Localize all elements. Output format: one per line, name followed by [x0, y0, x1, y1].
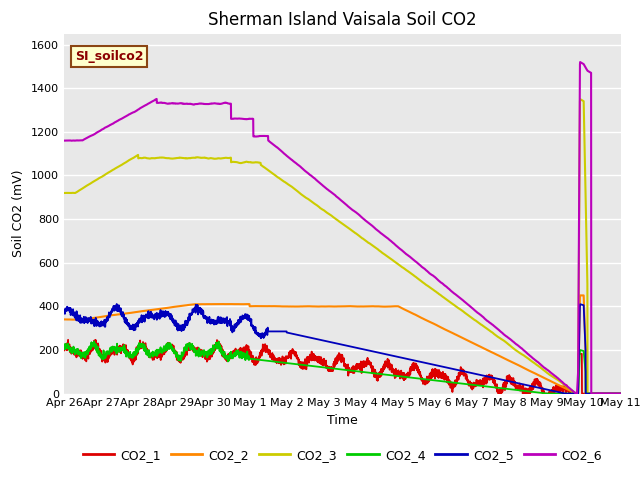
CO2_3	[576, 96, 584, 102]
CO2_3	[60, 190, 68, 196]
CO2_1	[547, 391, 554, 396]
Line: CO2_2: CO2_2	[64, 295, 621, 394]
CO2_1	[60, 348, 68, 353]
CO2_4	[617, 391, 625, 396]
CO2_4	[543, 391, 550, 396]
CO2_3	[124, 158, 131, 164]
CO2_6	[298, 165, 305, 171]
CO2_6	[60, 138, 68, 144]
Y-axis label: Soil CO2 (mV): Soil CO2 (mV)	[12, 170, 26, 257]
CO2_1	[157, 357, 164, 363]
CO2_5	[113, 301, 120, 307]
CO2_4	[90, 338, 98, 344]
CO2_1	[298, 364, 306, 370]
Title: Sherman Island Vaisala Soil CO2: Sherman Island Vaisala Soil CO2	[208, 11, 477, 29]
CO2_1	[495, 391, 502, 396]
CO2_4	[124, 352, 132, 358]
CO2_2	[298, 303, 305, 309]
CO2_5	[546, 387, 554, 393]
Text: SI_soilco2: SI_soilco2	[75, 50, 143, 63]
CO2_3	[546, 372, 554, 378]
CO2_5	[298, 333, 306, 339]
CO2_4	[298, 362, 306, 368]
CO2_4	[547, 391, 554, 396]
Line: CO2_4: CO2_4	[64, 341, 621, 394]
CO2_2	[157, 306, 164, 312]
CO2_1	[124, 347, 132, 353]
Line: CO2_3: CO2_3	[64, 99, 621, 394]
CO2_4	[60, 342, 68, 348]
CO2_1	[92, 337, 99, 343]
CO2_4	[157, 348, 164, 354]
CO2_2	[274, 303, 282, 309]
CO2_3	[298, 192, 305, 197]
CO2_1	[606, 391, 614, 396]
CO2_3	[157, 155, 164, 160]
CO2_3	[274, 174, 282, 180]
CO2_5	[274, 328, 282, 334]
CO2_6	[617, 391, 625, 396]
CO2_1	[617, 391, 625, 396]
CO2_3	[606, 391, 614, 396]
Legend: CO2_1, CO2_2, CO2_3, CO2_4, CO2_5, CO2_6: CO2_1, CO2_2, CO2_3, CO2_4, CO2_5, CO2_6	[78, 444, 607, 467]
CO2_5	[606, 391, 614, 396]
CO2_6	[157, 100, 164, 106]
CO2_2	[576, 292, 584, 298]
CO2_5	[157, 312, 164, 318]
CO2_6	[606, 391, 614, 396]
CO2_2	[617, 391, 625, 396]
CO2_6	[576, 59, 584, 65]
CO2_6	[572, 391, 580, 396]
CO2_5	[617, 391, 625, 396]
CO2_4	[606, 391, 614, 396]
Line: CO2_5: CO2_5	[64, 304, 621, 394]
CO2_2	[124, 311, 131, 316]
CO2_2	[60, 316, 68, 322]
CO2_3	[617, 391, 625, 396]
CO2_2	[572, 391, 580, 396]
CO2_2	[606, 391, 614, 396]
CO2_5	[561, 391, 569, 396]
CO2_5	[60, 307, 68, 313]
CO2_6	[546, 369, 554, 374]
CO2_6	[274, 145, 282, 151]
CO2_5	[124, 321, 132, 327]
CO2_3	[573, 391, 580, 396]
Line: CO2_6: CO2_6	[64, 62, 621, 394]
X-axis label: Time: Time	[327, 414, 358, 427]
CO2_2	[546, 378, 554, 384]
CO2_6	[124, 112, 131, 118]
Line: CO2_1: CO2_1	[64, 340, 621, 394]
CO2_4	[274, 359, 282, 365]
CO2_1	[274, 356, 282, 361]
